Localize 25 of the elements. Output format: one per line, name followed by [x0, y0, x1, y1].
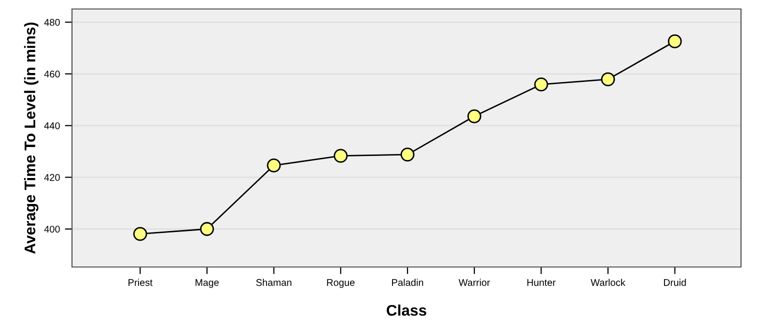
y-tick-label: 480 [44, 18, 60, 26]
point [400, 148, 414, 162]
x-axis-title: Class [386, 304, 426, 316]
point [334, 148, 348, 163]
y-tick-label: 440 [44, 122, 60, 130]
y-tick-label: 460 [44, 70, 60, 78]
point [133, 226, 148, 241]
y-tick-label: 400 [44, 226, 60, 233]
x-tick-label: Paladin [392, 278, 424, 286]
y-tick-label: 420 [44, 174, 60, 181]
point [668, 34, 682, 48]
x-tick-label: Druid [664, 278, 686, 286]
point [200, 222, 214, 236]
x-tick-label: Warlock [590, 278, 626, 286]
point [534, 78, 548, 92]
x-tick-label: Warrior [458, 278, 490, 286]
x-tick-label: Priest [128, 278, 153, 286]
x-tick-label: Mage [196, 279, 219, 288]
y-axis-title: Average Time To Level (in mins) [24, 22, 38, 254]
point [601, 72, 615, 86]
point [266, 158, 281, 172]
x-tick-label: Shaman [256, 278, 292, 286]
point [467, 109, 482, 124]
x-tick-label: Hunter [527, 279, 556, 286]
x-tick-label: Rogue [327, 279, 355, 288]
